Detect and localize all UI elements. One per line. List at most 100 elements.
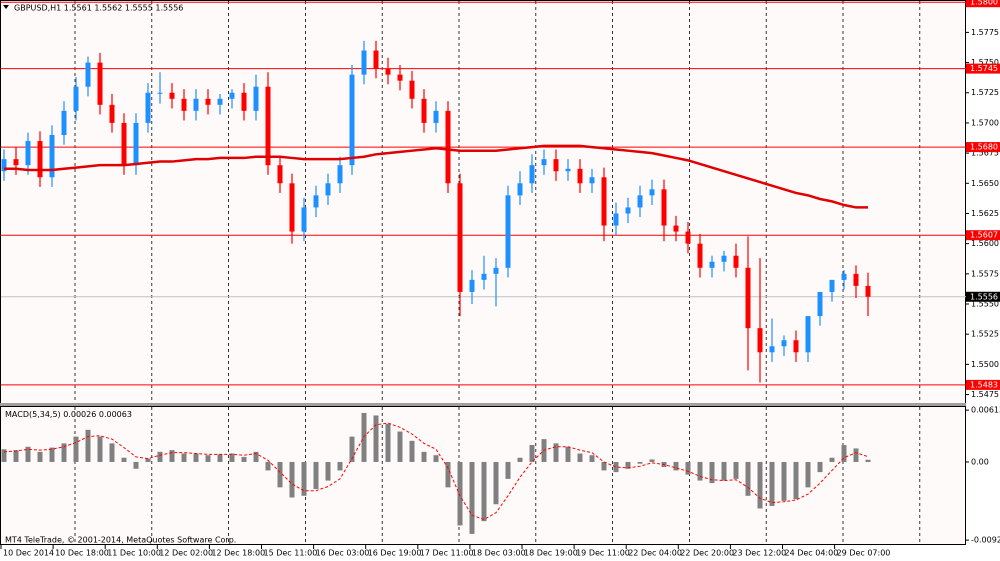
x-tick-label: 22 Dec 04:00 (628, 549, 682, 558)
candle-body (433, 110, 439, 123)
macd-bar (13, 450, 19, 462)
candle-body (481, 273, 487, 280)
current-price-label: 1.5556 (970, 292, 998, 301)
level-label: 1.5680 (970, 143, 998, 152)
macd-bar (25, 446, 31, 462)
candle-body (493, 267, 499, 274)
y-tick-label: 1.5500 (971, 360, 999, 369)
y-tick-label: 1.5600 (971, 239, 999, 248)
macd-bar (397, 431, 403, 462)
macd-bar (529, 445, 535, 462)
macd-bar (433, 455, 439, 462)
candle-body (733, 255, 739, 268)
level-box (966, 379, 1000, 390)
candle-body (409, 80, 415, 99)
x-tick-label: 19 Dec 11:00 (576, 549, 630, 558)
x-tick-label: 24 Dec 04:00 (785, 549, 839, 558)
macd-bar (37, 451, 43, 462)
candle-body (205, 98, 211, 105)
candle-body (577, 168, 583, 184)
macd-bar (121, 457, 127, 462)
y-tick-label: 1.5625 (971, 209, 999, 218)
panel-separator (0, 403, 966, 406)
candle-body (13, 159, 19, 166)
candle-body (301, 207, 307, 232)
level-box (966, 63, 1000, 74)
candle-body (73, 86, 79, 111)
level-box (966, 230, 1000, 241)
macd-bar (505, 461, 511, 479)
candle-body (385, 68, 391, 75)
candle-body (169, 92, 175, 99)
macd-bar (217, 454, 223, 462)
macd-bar (385, 423, 391, 462)
candle-body (145, 92, 151, 123)
y-tick-label: 1.5700 (971, 118, 999, 127)
candle-body (805, 316, 811, 353)
price-panel (0, 0, 966, 404)
candle-body (673, 225, 679, 232)
candle-body (253, 86, 259, 111)
candle-body (841, 273, 847, 280)
macd-bar (457, 461, 463, 526)
candle-body (1, 159, 7, 172)
candle-body (157, 92, 163, 94)
candle-body (781, 340, 787, 347)
y-tick-label: 0.00613 (971, 406, 1000, 415)
macd-bar (745, 461, 751, 496)
candle-body (661, 189, 667, 226)
level-label: 1.5800 (970, 0, 998, 7)
macd-bar (1, 449, 7, 462)
candle-body (625, 207, 631, 214)
y-tick-label: 1.5550 (971, 300, 999, 309)
macd-bar (301, 461, 307, 496)
macd-bar (865, 459, 871, 462)
candle-body (25, 141, 31, 166)
x-tick-label: 29 Dec 07:00 (837, 549, 891, 558)
macd-bar (493, 461, 499, 505)
macd-bar (349, 436, 355, 462)
candle-body (49, 135, 55, 178)
macd-bar (793, 461, 799, 500)
y-tick-label: -0.00924 (971, 536, 1000, 545)
y-tick-label: 1.5775 (971, 28, 999, 37)
candle-body (277, 165, 283, 184)
macd-bar (853, 448, 859, 462)
candle-body (517, 183, 523, 196)
candle-body (865, 285, 871, 297)
macd-bar (325, 461, 331, 481)
y-tick-label: 1.5475 (971, 390, 999, 399)
macd-bar (157, 451, 163, 462)
level-label: 1.5607 (970, 231, 998, 240)
y-tick-label: 1.5675 (971, 149, 999, 158)
macd-bar (781, 461, 787, 501)
x-tick-label: 10 Dec 2014 (3, 549, 54, 558)
macd-bar (769, 461, 775, 506)
macd-bar (673, 461, 679, 471)
candle-body (445, 110, 451, 184)
macd-bar (577, 453, 583, 462)
macd-bar (481, 461, 487, 522)
x-tick-label: 22 Dec 20:00 (680, 549, 734, 558)
macd-bar (409, 440, 415, 462)
macd-bar (757, 461, 763, 509)
macd-bar (601, 461, 607, 471)
candle-body (289, 183, 295, 232)
candle-body (421, 98, 427, 123)
x-tick-label: 12 Dec 18:00 (211, 549, 265, 558)
macd-bar (589, 455, 595, 462)
candle-body (193, 98, 199, 111)
x-tick-label: 11 Dec 10:00 (107, 549, 161, 558)
candle-body (601, 177, 607, 226)
y-tick-label: 1.5725 (971, 88, 999, 97)
macd-bar (469, 461, 475, 534)
candle-body (649, 189, 655, 196)
candle-body (757, 328, 763, 353)
candle-body (589, 177, 595, 184)
level-box (966, 142, 1000, 153)
candle-body (613, 213, 619, 226)
macd-bar (193, 453, 199, 462)
macd-bar (265, 461, 271, 471)
candle-body (337, 165, 343, 184)
